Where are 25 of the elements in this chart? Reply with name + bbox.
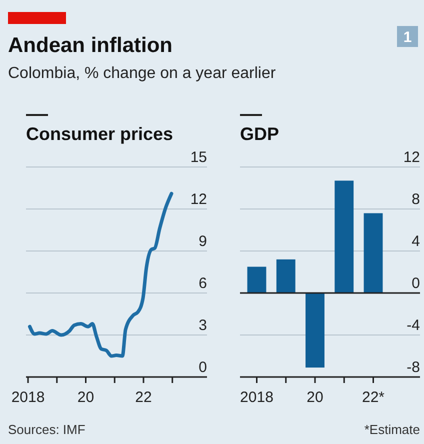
- y-tick-label: 4: [412, 233, 420, 250]
- x-tick-label: 20: [77, 389, 94, 406]
- y-tick-label: 9: [198, 233, 207, 250]
- y-tick-label: 0: [412, 275, 420, 292]
- x-tick-label: 2018: [240, 389, 274, 406]
- x-tick-label: 22: [135, 389, 152, 406]
- y-tick-label: 15: [190, 149, 207, 166]
- y-tick-label: 0: [198, 359, 207, 376]
- y-tick-label: 12: [190, 191, 207, 208]
- text: *Estimate: [364, 422, 420, 437]
- text: 1: [403, 29, 412, 46]
- x-tick-label: 20: [306, 389, 324, 406]
- source-note: Sources: IMF: [8, 422, 86, 437]
- x-tick-label: 2018: [11, 389, 45, 406]
- y-tick-label: 12: [403, 149, 420, 166]
- y-tick-label: -8: [406, 359, 420, 376]
- y-tick-label: 3: [198, 317, 207, 334]
- chart-title: Consumer prices: [26, 124, 174, 144]
- y-tick-label: 8: [412, 191, 420, 208]
- y-tick-label: 6: [198, 275, 207, 292]
- x-tick-label: 22*: [362, 389, 385, 406]
- text: Colombia, % change on a year earlier: [8, 65, 276, 82]
- chart-title: GDP: [240, 124, 280, 144]
- text: Andean inflation: [8, 34, 172, 57]
- y-tick-label: -4: [406, 317, 420, 334]
